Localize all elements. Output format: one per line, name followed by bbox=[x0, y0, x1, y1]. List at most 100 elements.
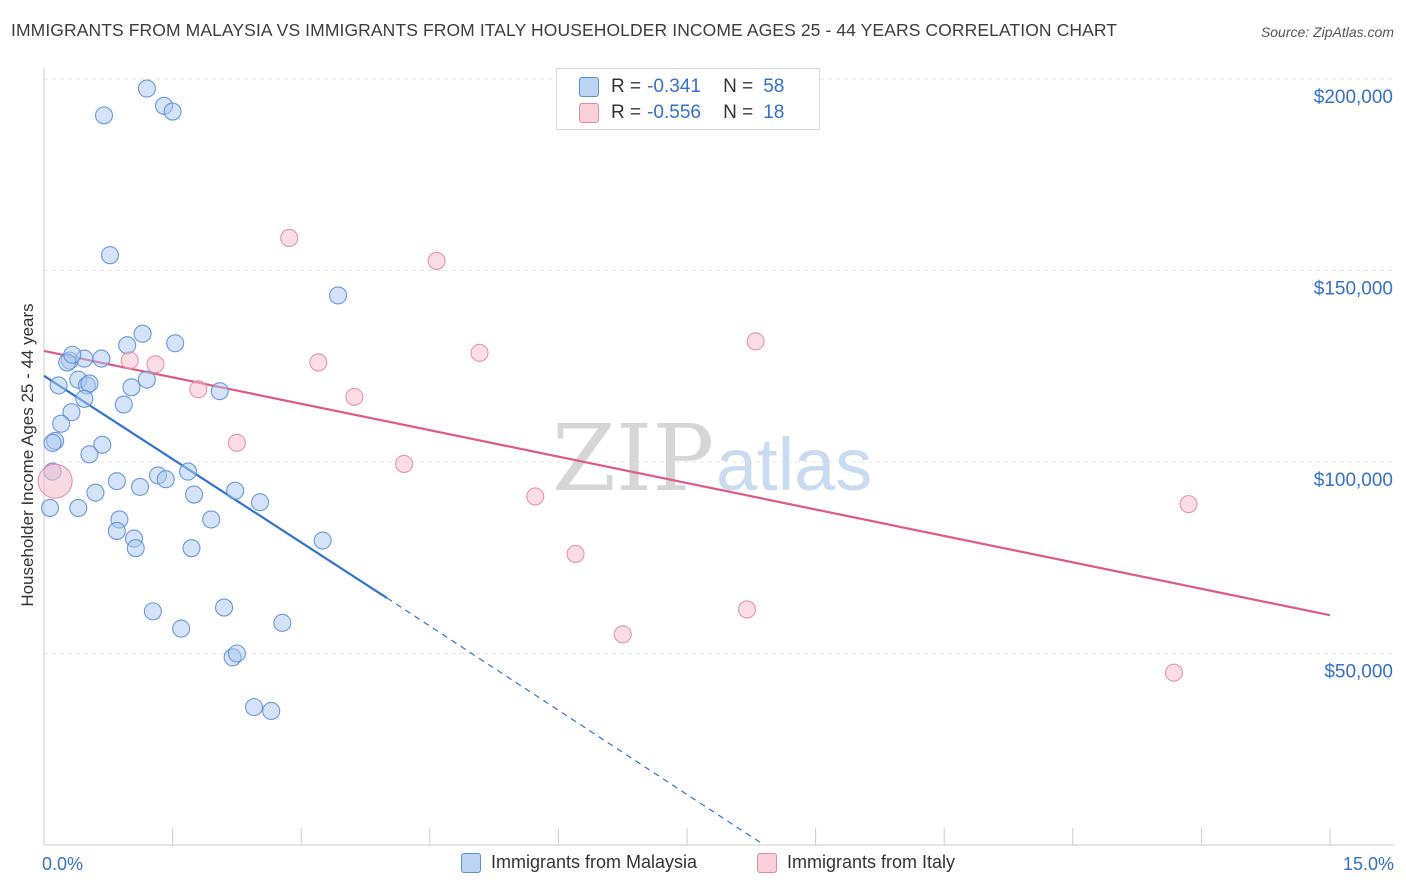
watermark: ZIP atlas bbox=[552, 405, 872, 512]
malaysia-point bbox=[80, 374, 99, 393]
malaysia-point bbox=[107, 472, 126, 491]
italy-point bbox=[345, 387, 364, 406]
y-tick-label: $50,000 bbox=[1324, 662, 1393, 683]
italy-point bbox=[146, 355, 165, 374]
italy-point bbox=[613, 625, 632, 644]
malaysia-point bbox=[62, 403, 81, 422]
trend-lines bbox=[43, 349, 1331, 846]
legend-item-malaysia: Immigrants from Malaysia bbox=[461, 852, 697, 873]
r-label: R = bbox=[611, 76, 642, 97]
malaysia-point bbox=[163, 102, 182, 121]
n-value: 58 bbox=[763, 76, 785, 97]
malaysia-point bbox=[52, 414, 71, 433]
malaysia-swatch bbox=[579, 77, 599, 97]
malaysia-point bbox=[313, 531, 332, 550]
malaysia-point bbox=[182, 539, 201, 558]
italy-point bbox=[280, 228, 299, 247]
watermark-atlas: atlas bbox=[716, 423, 872, 506]
malaysia-point bbox=[122, 378, 141, 397]
malaysia-point bbox=[166, 334, 185, 353]
italy-point bbox=[566, 544, 585, 563]
malaysia-point bbox=[80, 445, 99, 464]
malaysia-point bbox=[143, 602, 162, 621]
malaysia-point bbox=[93, 435, 112, 454]
x-tick-label: 0.0% bbox=[42, 854, 83, 874]
n-label: N = bbox=[723, 102, 754, 123]
italy-point bbox=[737, 600, 757, 619]
y-tick-label: $200,000 bbox=[1314, 87, 1393, 108]
malaysia-point bbox=[137, 79, 156, 98]
correlation-legend: R = -0.341 N = 58 R = -0.556 N = 18 bbox=[556, 68, 820, 130]
malaysia-point bbox=[86, 483, 105, 502]
legend-item-italy: Immigrants from Italy bbox=[757, 852, 955, 873]
y-tick-label: $100,000 bbox=[1314, 470, 1393, 491]
italy-point bbox=[1179, 495, 1198, 514]
italy-point bbox=[1164, 663, 1184, 682]
series-legend: Immigrants from Malaysia Immigrants from… bbox=[0, 852, 1406, 878]
n-value: 18 bbox=[763, 102, 785, 123]
italy-point bbox=[526, 487, 545, 506]
malaysia-point bbox=[214, 598, 234, 617]
data-points bbox=[37, 79, 1198, 721]
malaysia-point bbox=[100, 246, 120, 265]
italy-swatch bbox=[579, 103, 599, 123]
malaysia-point bbox=[94, 106, 114, 125]
malaysia-point bbox=[118, 336, 137, 355]
grid-lines bbox=[44, 78, 1394, 654]
italy-point bbox=[427, 251, 446, 270]
r-value: -0.556 bbox=[647, 102, 701, 123]
italy-swatch bbox=[757, 852, 777, 873]
malaysia-point bbox=[43, 433, 62, 452]
tick-labels: $50,000 $100,000 $150,000 $200,000 0.0% 15.0% bbox=[42, 87, 1394, 874]
italy-point bbox=[37, 463, 73, 499]
malaysia-point bbox=[63, 345, 82, 364]
italy-point bbox=[746, 332, 765, 351]
r-value: -0.341 bbox=[647, 76, 701, 97]
malaysia-point bbox=[137, 370, 156, 389]
malaysia-point bbox=[244, 698, 264, 717]
malaysia-point bbox=[202, 510, 221, 529]
malaysia-point bbox=[184, 485, 204, 504]
italy-point bbox=[120, 351, 139, 370]
chart-title: IMMIGRANTS FROM MALAYSIA VS IMMIGRANTS F… bbox=[11, 20, 1118, 40]
r-label: R = bbox=[611, 102, 642, 123]
malaysia-point bbox=[130, 477, 150, 496]
malaysia-point bbox=[226, 481, 245, 500]
malaysia-point bbox=[262, 701, 281, 721]
malaysia-point bbox=[75, 389, 94, 408]
malaysia-point bbox=[172, 619, 191, 638]
malaysia-point bbox=[114, 395, 133, 414]
italy-point bbox=[309, 353, 328, 372]
malaysia-point bbox=[273, 613, 292, 632]
italy-point bbox=[395, 454, 414, 473]
legend-label-italy: Immigrants from Italy bbox=[787, 852, 956, 872]
malaysia-point bbox=[40, 498, 60, 518]
legend-row-malaysia: R = -0.341 N = 58 bbox=[579, 75, 784, 99]
n-label: N = bbox=[723, 76, 754, 97]
malaysia-swatch bbox=[461, 852, 481, 873]
italy-point bbox=[470, 343, 489, 362]
italy-point bbox=[189, 380, 208, 399]
malaysia-trend-extension bbox=[386, 597, 765, 846]
source-credit: Source: ZipAtlas.com bbox=[1260, 24, 1394, 40]
italy-trend-line bbox=[43, 349, 1331, 617]
y-axis-label: Householder Income Ages 25 - 44 years bbox=[18, 303, 37, 607]
legend-row-italy: R = -0.556 N = 18 bbox=[579, 101, 784, 125]
malaysia-point bbox=[107, 521, 126, 540]
malaysia-point bbox=[69, 498, 88, 518]
axes bbox=[43, 68, 1394, 846]
malaysia-point bbox=[92, 349, 111, 368]
legend-label-malaysia: Immigrants from Malaysia bbox=[491, 852, 698, 872]
y-tick-label: $150,000 bbox=[1314, 279, 1393, 300]
malaysia-point bbox=[210, 382, 229, 401]
malaysia-point bbox=[250, 493, 270, 512]
malaysia-point bbox=[329, 286, 348, 305]
watermark-zip: ZIP bbox=[552, 405, 714, 512]
malaysia-point bbox=[49, 376, 68, 395]
malaysia-point bbox=[178, 462, 198, 481]
malaysia-point bbox=[227, 644, 246, 663]
malaysia-point bbox=[133, 324, 152, 343]
malaysia-trend-line bbox=[43, 374, 388, 599]
malaysia-point bbox=[156, 470, 175, 489]
